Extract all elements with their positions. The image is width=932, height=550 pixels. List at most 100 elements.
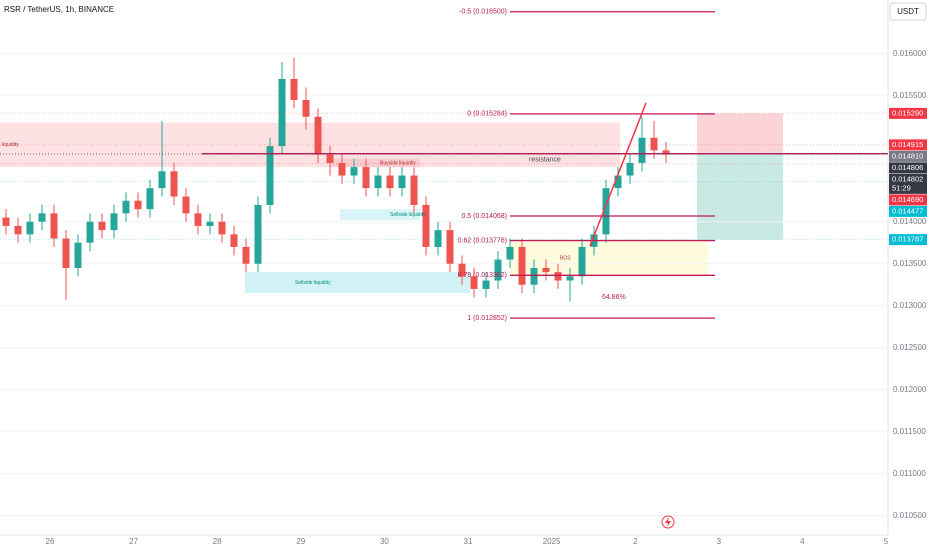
candle-body: [146, 188, 154, 210]
price-tag: [889, 205, 927, 217]
candle-body: [158, 171, 166, 189]
candle-body: [566, 276, 574, 281]
price-tag-label: 0.015290: [892, 108, 923, 117]
zone-label: Sellside liquidity: [295, 280, 331, 286]
candle-body: [2, 217, 10, 226]
y-tick-label: 0.012000: [893, 385, 927, 394]
candle-body: [434, 230, 442, 247]
x-tick-label: 30: [380, 537, 389, 546]
candle-body: [242, 246, 250, 264]
candle-body: [182, 196, 190, 214]
x-tick-label: 26: [46, 537, 55, 546]
zone-label: liquidity: [2, 142, 19, 148]
fib-label: 0.62 (0.013776): [458, 237, 507, 244]
candle-body: [86, 221, 94, 243]
zone: [245, 272, 470, 294]
candle-body: [578, 246, 586, 277]
candle-body: [602, 188, 610, 235]
zone: [330, 158, 420, 168]
trend-line: [589, 102, 647, 247]
candle-body: [482, 280, 490, 289]
candles: [2, 57, 670, 302]
currency-button[interactable]: [889, 2, 927, 21]
zone-label: Buyside liquidity: [380, 160, 416, 166]
y-tick-label: 0.014000: [893, 217, 927, 226]
candle-body: [518, 246, 526, 285]
price-tag: [889, 194, 927, 206]
candle-body: [110, 213, 118, 231]
x-tick-label: 3: [717, 537, 722, 546]
candle-body: [422, 204, 430, 247]
candle-body: [50, 213, 58, 239]
candle-body: [194, 213, 202, 226]
candle-body: [302, 99, 310, 117]
candle-body: [290, 78, 298, 100]
candle-body: [218, 221, 226, 235]
position-stop: [697, 113, 783, 155]
candle-body: [170, 171, 178, 197]
candle-body: [650, 137, 658, 151]
y-tick-label: 0.015500: [893, 91, 927, 100]
x-tick-label: 2: [633, 537, 638, 546]
price-tag: [889, 234, 927, 246]
price-tag-label: 0.014806: [892, 163, 923, 172]
candle-body: [626, 162, 634, 176]
candle-body: [278, 78, 286, 147]
y-tick-label: 0.013000: [893, 301, 927, 310]
fib-label: 1 (0.012852): [467, 315, 507, 322]
grid: [0, 53, 888, 517]
price-tag: [889, 139, 927, 151]
x-tick-label: 2025: [543, 537, 561, 546]
y-tick-label: 0.011000: [893, 469, 926, 478]
candle-body: [230, 234, 238, 247]
candle-body: [14, 225, 22, 235]
zone-label: BOS: [560, 256, 571, 262]
candle-body: [62, 238, 70, 268]
candle-body: [74, 242, 82, 268]
y-tick-label: 0.011500: [893, 427, 926, 436]
symbol-title: RSR / TetherUS, 1h, BINANCE: [4, 5, 114, 14]
price-tag-label: 0.013787: [892, 235, 923, 244]
y-tick-label: 0.013500: [893, 259, 927, 268]
annotation: 64.86%: [602, 294, 626, 301]
candle-body: [398, 175, 406, 189]
lightning-glyph: [665, 517, 671, 527]
candle-body: [98, 221, 106, 231]
price-tag: [889, 150, 927, 162]
candle-body: [458, 263, 466, 277]
price-tag-label: 0.014477: [892, 206, 923, 215]
candle-body: [446, 230, 454, 264]
candle-body: [350, 167, 358, 176]
candle-body: [206, 221, 214, 226]
overlays: liquidity Buyside liquidity Sellside liqui…: [2, 9, 888, 322]
candle-body: [662, 150, 670, 155]
candle-body: [410, 175, 418, 205]
candle-body: [374, 175, 382, 189]
candle-body: [254, 204, 262, 264]
candle-body: [506, 246, 514, 260]
price-tag-label: 0.014802: [892, 174, 923, 183]
candle-body: [494, 259, 502, 281]
x-tick-label: 29: [296, 537, 305, 546]
x-tick-label: 31: [464, 537, 473, 546]
candle-body: [122, 200, 130, 214]
candle-body: [638, 137, 646, 163]
y-tick-label: 0.016000: [893, 49, 927, 58]
position-target: [697, 154, 783, 240]
price-tag: [889, 162, 927, 174]
zone: [510, 241, 708, 276]
candle-body: [614, 175, 622, 189]
y-tick-label: 0.012500: [893, 343, 927, 352]
candle-body: [326, 154, 334, 163]
candle-body: [38, 213, 46, 222]
x-tick-label: 27: [129, 537, 138, 546]
fib-label: 0 (0.015284): [467, 111, 507, 118]
currency-label[interactable]: USDT: [897, 7, 919, 16]
candle-body: [266, 146, 274, 205]
countdown: 51:29: [892, 183, 911, 192]
fib-label: 0.79 (0.013362): [458, 272, 507, 279]
x-tick-label: 5: [884, 537, 889, 546]
x-tick-label: 4: [800, 537, 805, 546]
candle-body: [26, 221, 34, 235]
zone: [340, 209, 420, 221]
